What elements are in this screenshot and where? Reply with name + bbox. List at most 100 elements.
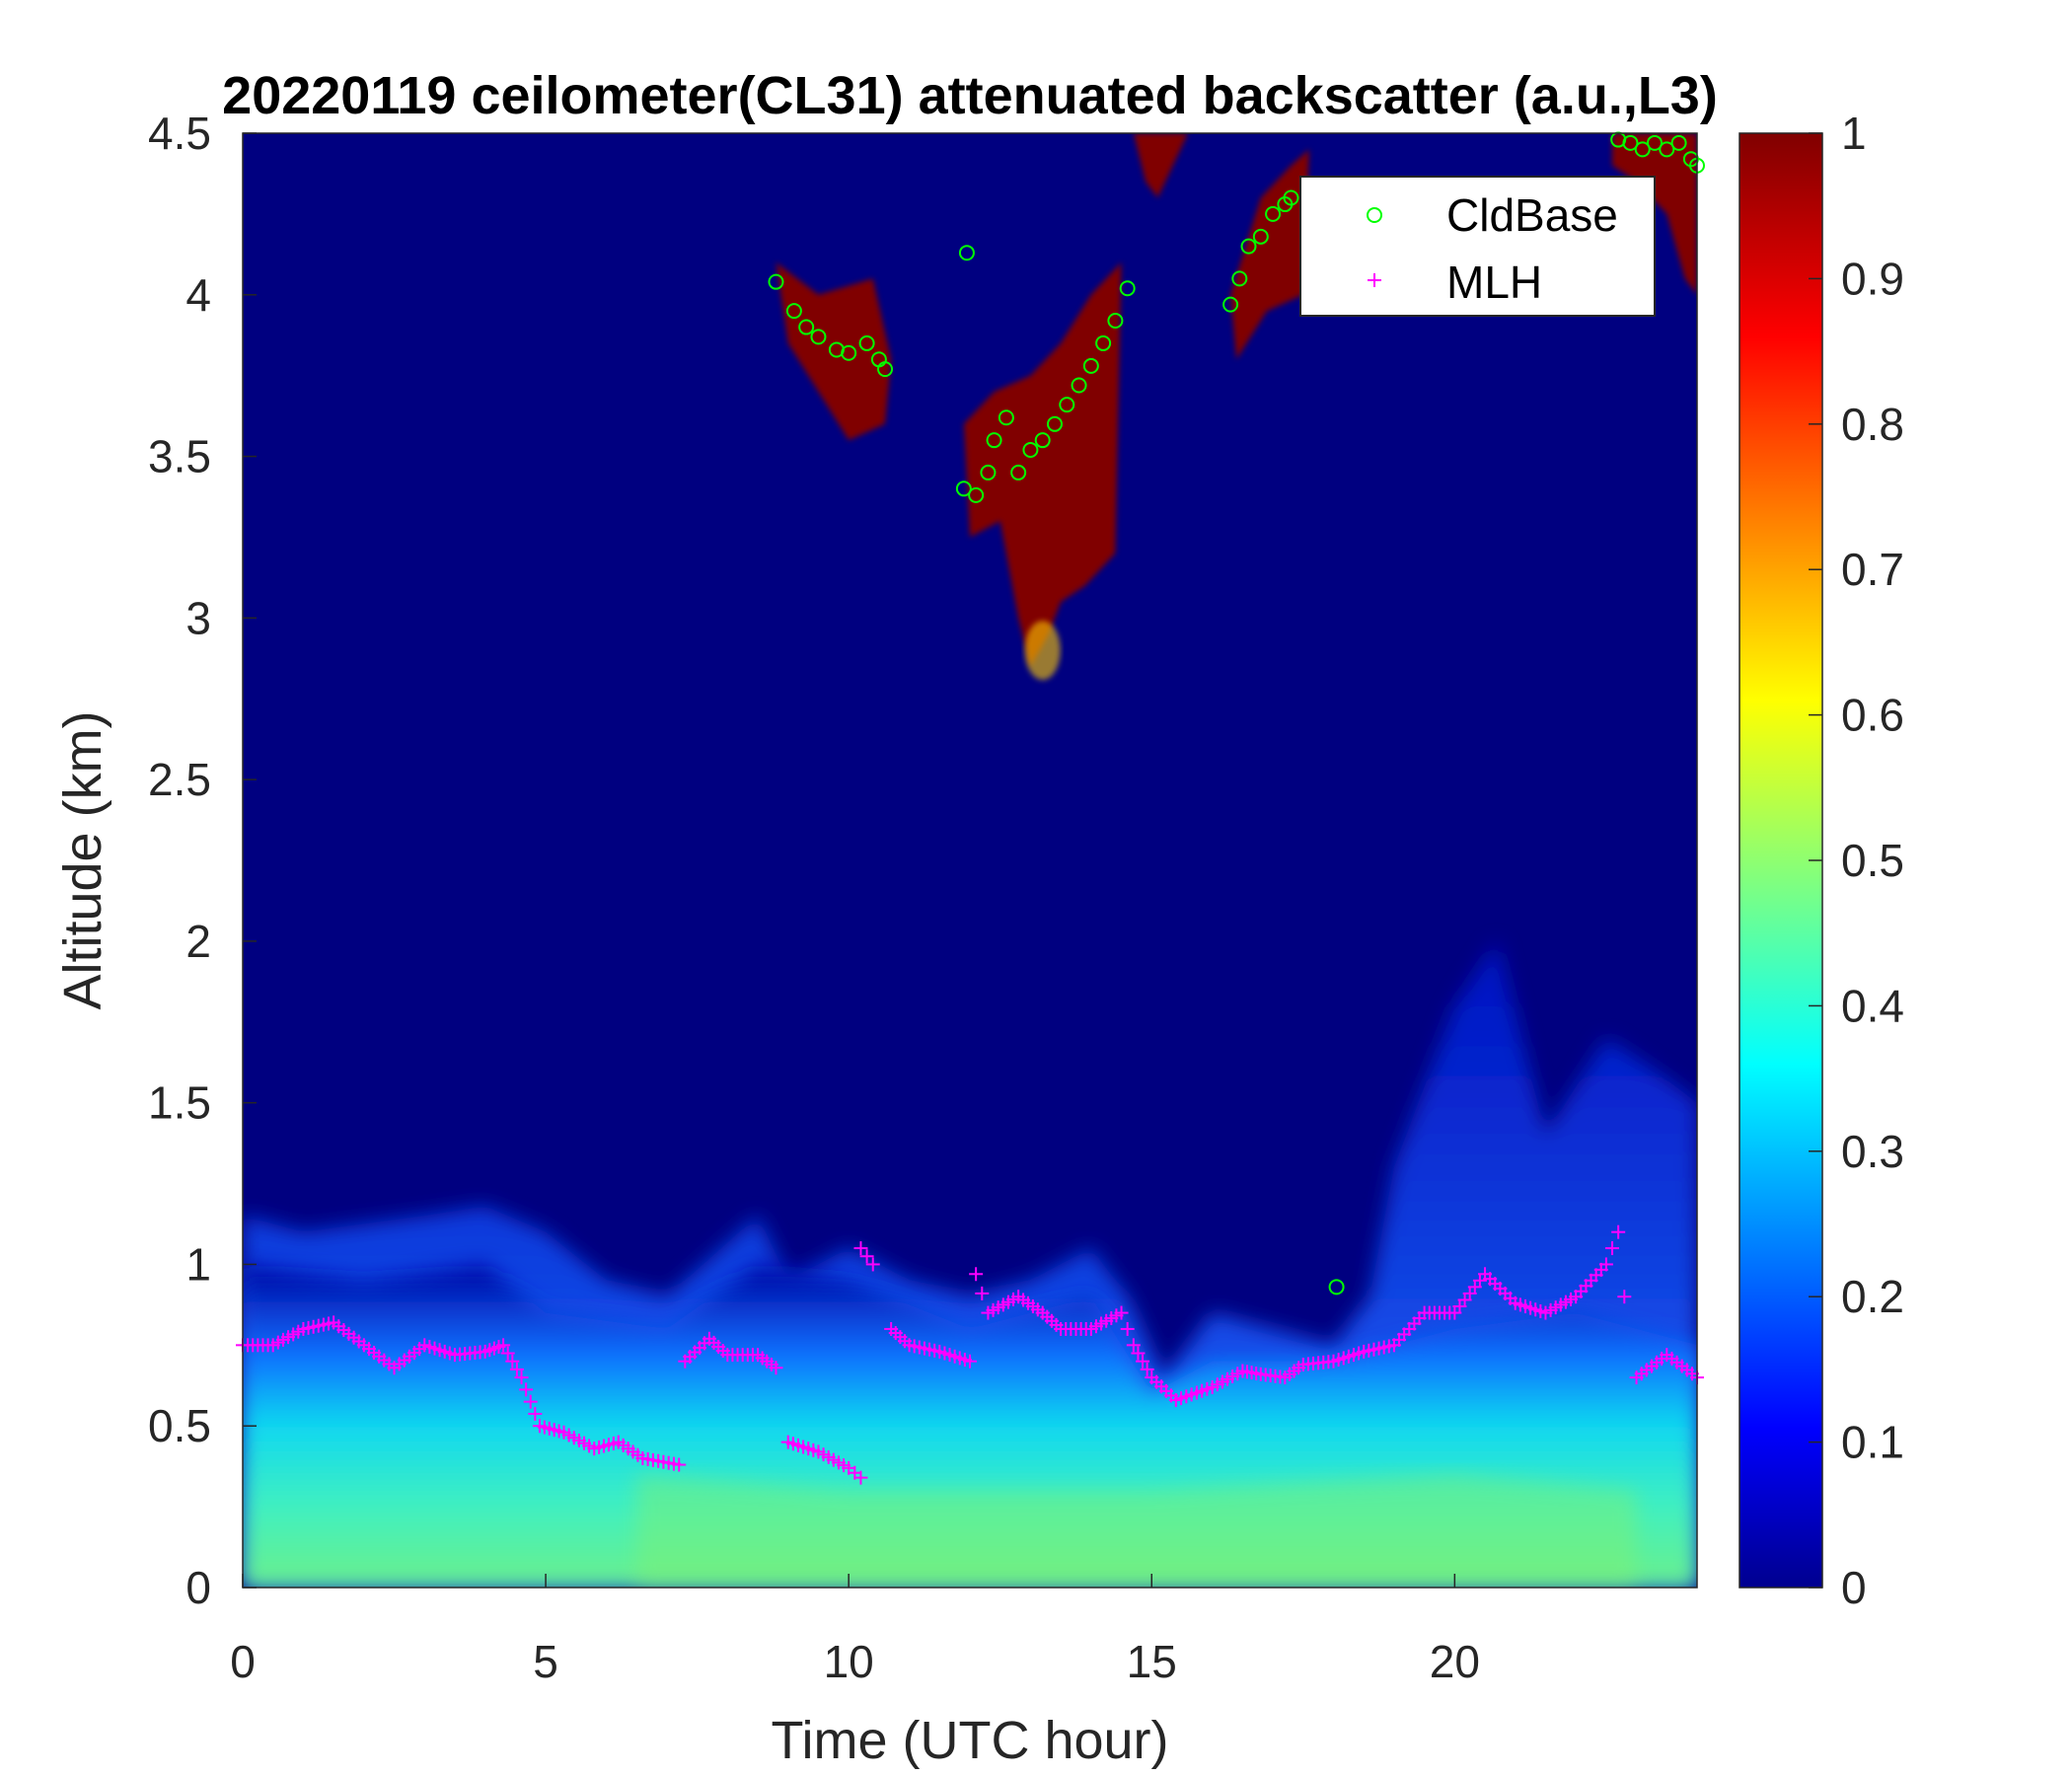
y-tick-label: 2.5 <box>148 754 211 805</box>
mlh-point <box>1131 1346 1146 1361</box>
legend-label-mlh: MLH <box>1446 257 1542 308</box>
cloud-region-3 <box>1230 149 1309 360</box>
colorbar-tick-label: 1 <box>1841 108 1867 159</box>
plot-frame <box>242 132 1698 1589</box>
cldbase-point <box>1659 141 1675 158</box>
y-tick-label: 0 <box>185 1562 211 1613</box>
x-tick-label: 10 <box>824 1636 874 1687</box>
x-tick-label: 5 <box>533 1636 558 1687</box>
cldbase-point <box>785 303 802 320</box>
x-tick-label: 0 <box>230 1636 256 1687</box>
y-tick-label: 1.5 <box>148 1077 211 1129</box>
mlh-point <box>1617 1290 1632 1304</box>
y-tick-label: 3.5 <box>148 431 211 482</box>
colorbar-tick-label: 0.7 <box>1841 544 1904 595</box>
colorbar-tick-label: 0.4 <box>1841 980 1904 1031</box>
cldbase-point <box>1022 442 1039 459</box>
colorbar-tick-label: 0.5 <box>1841 835 1904 886</box>
mlh-point <box>509 1362 524 1376</box>
y-axis-label: Altitude (km) <box>53 710 112 1009</box>
legend-plus-marker-icon <box>1368 273 1381 287</box>
mlh-point <box>853 1241 868 1256</box>
mlh-point <box>1136 1354 1150 1369</box>
x-tick-label: 20 <box>1430 1636 1480 1687</box>
mlh-point <box>1126 1338 1141 1353</box>
y-tick-label: 2 <box>185 916 211 967</box>
mlh-point <box>528 1406 543 1421</box>
y-tick-label: 4.5 <box>148 108 211 159</box>
mlh-point <box>859 1249 874 1264</box>
colorbar-tick-label: 0.2 <box>1841 1271 1904 1322</box>
mlh-point <box>505 1354 520 1369</box>
y-tick-label: 1 <box>185 1238 211 1290</box>
cldbase-point <box>798 319 815 335</box>
cldbase-point <box>1231 270 1248 287</box>
colorbar-tick-label: 0.6 <box>1841 690 1904 741</box>
mlh-point <box>1114 1305 1129 1320</box>
mlh-point <box>1605 1241 1620 1256</box>
cldbase-point <box>1082 357 1099 374</box>
cldbase-point <box>1071 377 1087 394</box>
mlh-point <box>975 1286 990 1300</box>
cldbase-point <box>1222 296 1239 313</box>
legend-label-cldbase: CldBase <box>1446 189 1618 241</box>
y-tick-label: 4 <box>185 269 211 321</box>
legend-box <box>1299 176 1656 317</box>
legend-circle-marker-icon <box>1367 207 1382 223</box>
cldbase-point <box>968 486 985 503</box>
mlh-point <box>496 1338 511 1353</box>
cldbase-point <box>955 481 972 497</box>
cldbase-point <box>1647 134 1664 151</box>
cloud-region-0 <box>776 262 892 441</box>
cldbase-point <box>768 273 784 290</box>
mlh-point <box>519 1382 534 1397</box>
heatmap <box>243 133 1697 1588</box>
mlh-point <box>969 1267 984 1282</box>
mlh-point <box>500 1346 515 1361</box>
cldbase-point <box>1059 397 1075 413</box>
cldbase-point <box>877 361 894 378</box>
cldbase-point <box>1283 189 1299 206</box>
mlh-point <box>853 1470 868 1485</box>
cldbase-point <box>958 245 975 261</box>
y-tick-label: 3 <box>185 592 211 643</box>
cloud-region-4 <box>1612 133 1697 295</box>
series-layer <box>236 131 1705 1485</box>
legend: CldBase MLH <box>1299 176 1656 317</box>
near-surface-aerosol <box>636 1474 1637 1588</box>
cldbase-point <box>1107 312 1124 329</box>
cldbase-point <box>1328 1279 1345 1295</box>
colorbar: 0 0.1 0.2 0.3 0.4 0.5 0.6 0.7 0.8 0.9 1 <box>1739 108 1904 1613</box>
cloud-region-2 <box>1133 133 1189 198</box>
cldbase-point <box>1095 334 1112 351</box>
x-axis-label: Time (UTC hour) <box>771 1711 1168 1770</box>
cldbase-point <box>986 432 1002 449</box>
cldbase-point <box>980 464 997 481</box>
colorbar-tick-label: 0.9 <box>1841 253 1904 304</box>
cldbase-point <box>998 409 1014 426</box>
cldbase-point <box>1670 134 1687 151</box>
chart-title: 20220119 ceilometer(CL31) attenuated bac… <box>222 66 1718 125</box>
colorbar-tick-label: 0.8 <box>1841 399 1904 450</box>
cldbase-point <box>1034 432 1051 449</box>
mlh-point <box>1120 1321 1135 1336</box>
mlh-point <box>963 1354 977 1369</box>
cldbase-point <box>1252 228 1269 245</box>
mlh-point <box>1611 1224 1626 1239</box>
mlh-point <box>523 1394 538 1409</box>
cldbase-point <box>1119 280 1136 297</box>
mlh-point <box>514 1370 529 1385</box>
y-tick-label: 0.5 <box>148 1400 211 1451</box>
cldbase-point <box>1240 238 1257 255</box>
mlh-point <box>1140 1362 1154 1376</box>
x-tick-label: 15 <box>1127 1636 1177 1687</box>
colorbar-tick-label: 0.3 <box>1841 1126 1904 1177</box>
cldbase-point <box>858 334 875 351</box>
cloud-edge-highlight <box>1024 621 1061 681</box>
colorbar-tick-label: 0 <box>1841 1562 1867 1613</box>
mlh-point <box>672 1457 687 1472</box>
cldbase-point <box>1010 464 1027 481</box>
cloud-region-1 <box>963 262 1122 667</box>
cldbase-point <box>1622 134 1639 151</box>
